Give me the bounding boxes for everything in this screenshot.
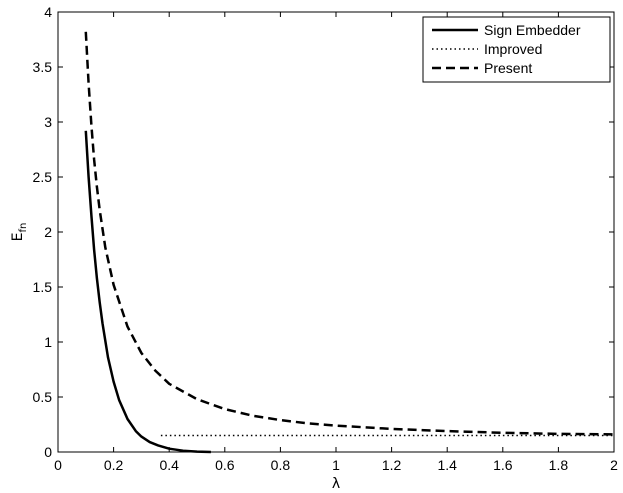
x-tick-label: 1.2 [382,457,402,473]
y-tick-label: 2 [44,224,52,240]
x-tick-label: 1.6 [493,457,513,473]
legend: Sign Embedder Improved Present [422,16,611,83]
y-tick-label: 0.5 [33,389,53,405]
y-tick-label: 4 [44,4,52,20]
y-tick-label: 0 [44,444,52,460]
series-line-sign-embedder [84,130,211,454]
legend-label: Sign Embedder [484,22,581,38]
series-line-present [84,31,615,436]
x-tick-label: 0.2 [104,457,124,473]
legend-label: Improved [484,41,542,57]
y-tick-label: 1 [44,334,52,350]
legend-label: Present [484,60,532,76]
x-tick-label: 0.8 [271,457,291,473]
x-tick-label: 2 [610,457,618,473]
x-tick-label: 1.8 [549,457,569,473]
x-tick-label: 1.4 [437,457,457,473]
y-tick-label: 2.5 [33,169,53,185]
series-group [84,31,615,454]
x-tick-label: 1 [332,457,340,473]
legend-box [422,16,611,83]
y-tick-label: 3 [44,114,52,130]
x-tick-label: 0.4 [159,457,179,473]
y-tick-label: 3.5 [33,59,53,75]
x-tick-label: 0.6 [215,457,235,473]
y-axis-label-subscript: fn [18,223,29,233]
axis-ticks: 0 0.2 0.4 0.6 0.8 1 1.2 1.4 1.6 1.8 2 0 0.5 1 1.5 2 2.5 3… [33,4,619,473]
y-axis-label: Efn [10,223,29,242]
axis-labels: λ Efn [10,223,340,492]
x-axis-label: λ [332,476,340,492]
x-tick-label: 0 [54,457,62,473]
y-axis-label-main: E [10,233,26,242]
y-tick-label: 1.5 [33,279,53,295]
